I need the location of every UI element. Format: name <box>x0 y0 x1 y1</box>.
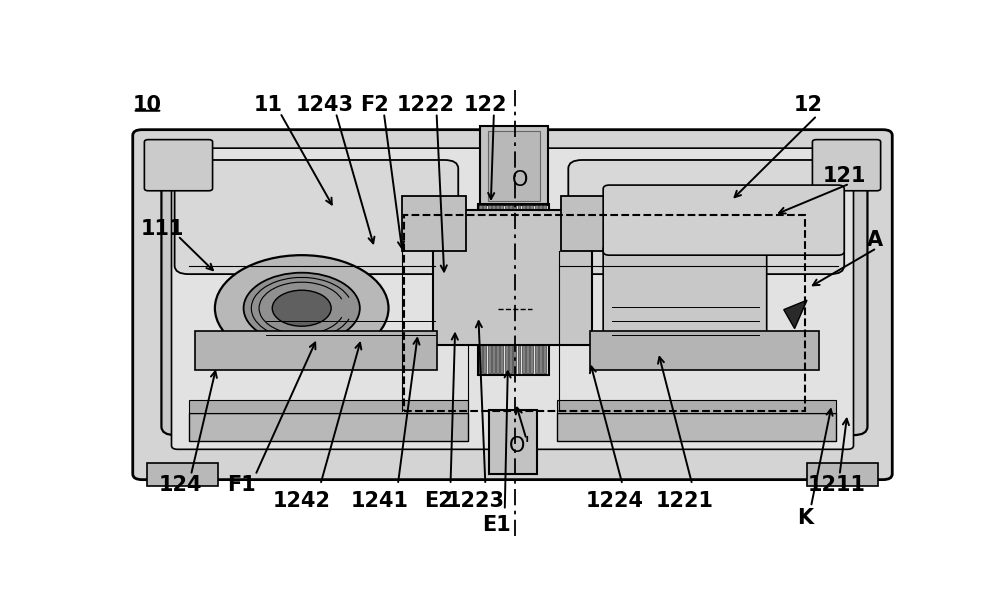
Text: O': O' <box>509 435 531 456</box>
Bar <box>147 463 218 486</box>
FancyBboxPatch shape <box>172 148 854 450</box>
Text: 111: 111 <box>140 219 184 239</box>
Text: 1211: 1211 <box>807 475 865 495</box>
FancyBboxPatch shape <box>812 140 881 191</box>
Bar <box>509 205 512 373</box>
Bar <box>526 205 529 373</box>
FancyBboxPatch shape <box>603 245 767 367</box>
Circle shape <box>272 290 331 326</box>
FancyBboxPatch shape <box>568 160 844 274</box>
Text: A: A <box>867 231 883 250</box>
Text: F1: F1 <box>227 475 256 495</box>
FancyBboxPatch shape <box>175 160 458 274</box>
Text: 1221: 1221 <box>656 491 714 511</box>
FancyBboxPatch shape <box>541 151 867 435</box>
Bar <box>195 331 437 370</box>
Circle shape <box>244 272 360 344</box>
FancyBboxPatch shape <box>133 130 892 480</box>
Bar <box>189 400 468 413</box>
Bar <box>539 205 542 373</box>
Text: K: K <box>797 508 814 528</box>
Bar <box>522 205 525 373</box>
FancyBboxPatch shape <box>603 185 844 255</box>
Bar <box>404 215 805 411</box>
Bar <box>483 205 486 373</box>
Bar <box>492 205 495 373</box>
FancyBboxPatch shape <box>561 196 624 252</box>
Text: 1224: 1224 <box>586 491 644 511</box>
Polygon shape <box>784 300 807 328</box>
FancyBboxPatch shape <box>480 126 548 205</box>
Text: 121: 121 <box>822 165 866 186</box>
Text: E2: E2 <box>424 491 453 511</box>
Text: 1241: 1241 <box>350 491 408 511</box>
Bar <box>518 205 520 373</box>
Text: 1223: 1223 <box>446 491 504 511</box>
FancyBboxPatch shape <box>488 130 540 200</box>
Text: O: O <box>512 170 528 191</box>
Text: 124: 124 <box>159 475 203 495</box>
Bar <box>505 205 508 373</box>
Bar <box>513 205 516 373</box>
Bar <box>590 331 819 370</box>
Bar <box>557 413 836 441</box>
FancyBboxPatch shape <box>489 410 537 474</box>
Bar <box>189 413 468 441</box>
Bar <box>479 205 482 373</box>
Text: 1222: 1222 <box>397 95 455 114</box>
Circle shape <box>215 255 389 361</box>
FancyBboxPatch shape <box>144 140 213 191</box>
Text: E1: E1 <box>483 515 511 534</box>
Text: F2: F2 <box>360 95 389 114</box>
Bar <box>557 400 836 413</box>
Text: 11: 11 <box>254 95 283 114</box>
Text: 1243: 1243 <box>296 95 354 114</box>
Bar <box>478 204 549 375</box>
FancyBboxPatch shape <box>402 196 466 252</box>
Text: 122: 122 <box>464 95 507 114</box>
Bar <box>500 205 503 373</box>
Bar <box>496 205 499 373</box>
FancyBboxPatch shape <box>161 151 480 435</box>
Text: 1242: 1242 <box>273 491 331 511</box>
FancyBboxPatch shape <box>433 210 592 344</box>
Bar <box>543 205 546 373</box>
Bar <box>807 463 878 486</box>
Text: 10: 10 <box>132 95 161 114</box>
Bar <box>530 205 533 373</box>
Bar <box>535 205 538 373</box>
Bar <box>488 205 491 373</box>
Text: 12: 12 <box>794 95 823 114</box>
